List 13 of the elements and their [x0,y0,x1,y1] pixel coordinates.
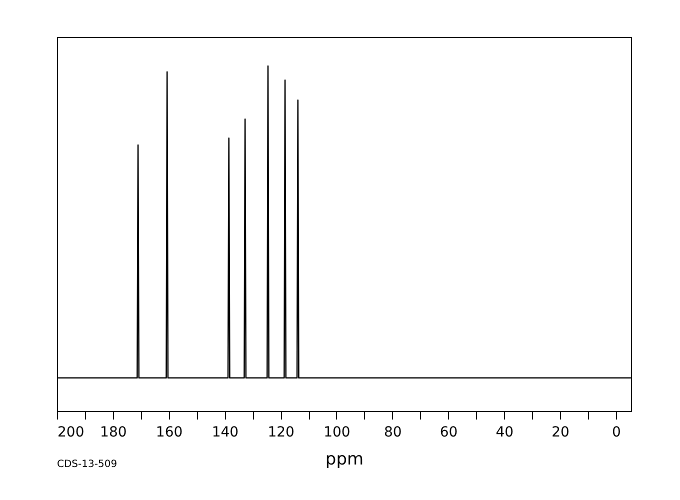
x-tick-label: 140 [212,424,239,440]
x-tick-label: 80 [384,424,402,440]
x-tick-label: 0 [612,424,621,440]
x-axis-title: ppm [325,450,364,470]
x-tick-label: 60 [440,424,458,440]
x-tick-label: 100 [324,424,350,440]
text: CDS-13-509 [57,459,118,470]
x-tick-label: 160 [156,424,183,440]
x-tick-label: 20 [552,424,570,440]
x-tick-label: 180 [100,424,127,440]
x-tick-label: 200 [58,424,84,440]
x-tick-label: 40 [496,424,514,440]
x-tick-label: 120 [268,424,294,440]
